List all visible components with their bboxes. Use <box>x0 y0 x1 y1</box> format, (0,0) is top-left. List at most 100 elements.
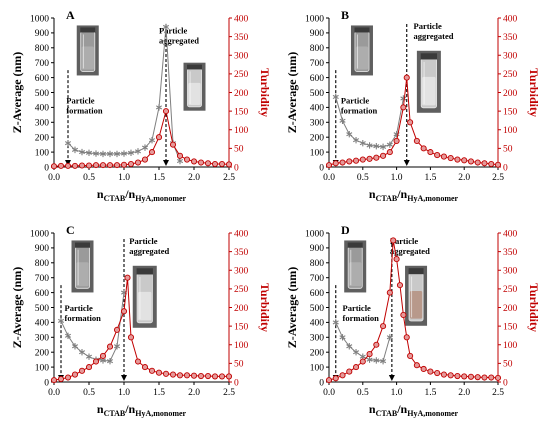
x-axis-title-sub: HyA,monomer <box>135 409 186 418</box>
turbidity-point <box>50 163 58 170</box>
turbidity-point <box>78 367 86 374</box>
x-tick-label: 1.5 <box>153 173 165 183</box>
turbidity-point <box>225 373 233 380</box>
turbidity-point <box>386 149 393 156</box>
zaverage-point <box>64 139 72 147</box>
annotation-arrow-head <box>388 375 395 381</box>
turbidity-point <box>400 104 407 111</box>
zaverage-point <box>339 117 346 125</box>
turbidity-point <box>440 371 447 378</box>
turbidity-point <box>204 372 212 380</box>
y-right-tick-label: 300 <box>503 52 518 62</box>
turbidity-point <box>447 155 454 162</box>
panel-letter: C <box>66 223 75 237</box>
y-left-tick-label: 900 <box>310 29 325 39</box>
turbidity-point <box>393 137 400 144</box>
panel-letter: B <box>341 8 349 22</box>
zaverage-point <box>373 357 380 364</box>
turbidity-point <box>85 364 93 371</box>
x-axis-title-part: n <box>369 187 376 201</box>
turbidity-point <box>197 159 205 166</box>
y-left-tick-label: 400 <box>310 104 325 114</box>
y-left-tick-label: 500 <box>310 89 325 99</box>
y-right-tick-label: 100 <box>234 341 249 351</box>
y-left-tick-label: 800 <box>35 259 50 269</box>
turbidity-point <box>155 134 163 141</box>
x-axis-title-sub: CTAB <box>104 409 126 418</box>
zaverage-point <box>92 150 100 157</box>
x-tick-label: 2.0 <box>188 388 200 398</box>
turbidity-point <box>190 372 198 379</box>
y-axis-right-title: Turbidity <box>527 283 541 332</box>
x-tick-label: 1.5 <box>424 173 436 183</box>
turbidity-point <box>211 160 219 168</box>
x-tick-label: 1.0 <box>118 173 130 183</box>
vial-liquid <box>409 290 423 319</box>
x-axis-title-part: /n <box>396 187 407 201</box>
y-right-tick-label: 50 <box>234 360 244 370</box>
zaverage-point <box>78 349 86 356</box>
vial-cap <box>347 242 363 248</box>
turbidity-point <box>366 351 373 358</box>
vial-photo <box>405 265 428 326</box>
turbidity-point <box>99 162 107 169</box>
zaverage-point <box>346 343 353 350</box>
turbidity-point <box>106 162 114 169</box>
turbidity-point <box>120 308 128 315</box>
turbidity-point <box>204 160 212 167</box>
x-tick-label: 0.0 <box>48 173 60 183</box>
y-right-tick-label: 300 <box>503 267 518 277</box>
annotation-label: Particle <box>343 303 372 313</box>
y-left-tick-label: 300 <box>310 119 325 129</box>
turbidity-point <box>64 162 72 169</box>
y-right-tick-label: 0 <box>503 378 508 388</box>
vial-cap <box>136 268 153 275</box>
annotation-arrow-head <box>403 160 410 166</box>
turbidity-point <box>413 137 420 144</box>
y-left-tick-label: 500 <box>35 89 50 99</box>
x-tick-label: 0.5 <box>357 388 369 398</box>
turbidity-point <box>413 362 420 369</box>
y-left-tick-label: 200 <box>310 349 325 359</box>
x-axis-title: nCTAB/nHyA,monomer <box>369 187 459 203</box>
x-tick-label: 1.0 <box>118 388 130 398</box>
turbidity-point <box>461 157 468 164</box>
y-axis-left-title: Z-Average (nm) <box>285 267 299 348</box>
turbidity-point <box>169 141 177 148</box>
zaverage-point <box>373 142 380 150</box>
x-axis-title-part: /n <box>124 187 135 201</box>
zaverage-point <box>71 146 79 154</box>
y-left-tick-label: 900 <box>35 244 50 254</box>
vial-photo <box>350 25 373 76</box>
y-right-tick-label: 300 <box>234 52 249 62</box>
x-axis-title: nCTAB/nHyA,monomer <box>97 402 187 418</box>
turbidity-point <box>127 334 135 341</box>
y-right-tick-label: 200 <box>503 89 518 99</box>
annotation-label: Particle <box>129 236 158 246</box>
x-tick-label: 2.0 <box>458 388 470 398</box>
turbidity-point <box>352 157 360 164</box>
turbidity-point <box>190 158 198 165</box>
zaverage-series-line <box>60 292 125 362</box>
zaverage-point <box>332 93 339 101</box>
annotation-label: Particle <box>414 21 443 31</box>
y-right-tick-label: 400 <box>503 14 518 24</box>
vial-liquid <box>76 262 89 287</box>
turbidity-point <box>148 367 156 374</box>
y-right-tick-label: 350 <box>503 33 518 43</box>
y-right-tick-label: 350 <box>234 33 249 43</box>
zaverage-point <box>57 317 65 325</box>
turbidity-point <box>113 162 121 169</box>
y-right-tick-label: 250 <box>234 285 249 295</box>
turbidity-point <box>403 74 410 81</box>
y-right-tick-label: 100 <box>503 341 518 351</box>
y-left-tick-label: 500 <box>35 304 50 314</box>
turbidity-point <box>332 375 339 382</box>
y-left-tick-label: 0 <box>44 163 49 173</box>
x-axis-title: nCTAB/nHyA,monomer <box>369 402 459 418</box>
zaverage-point <box>359 139 366 147</box>
y-left-tick-label: 800 <box>35 44 50 54</box>
y-left-tick-label: 900 <box>35 29 50 39</box>
y-right-tick-label: 50 <box>503 360 513 370</box>
